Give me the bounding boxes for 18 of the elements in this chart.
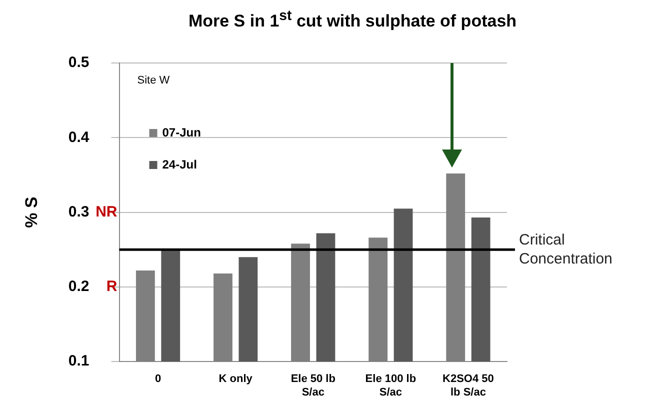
legend-label: 24-Jul bbox=[162, 157, 197, 172]
y-tick-label: 0.2 bbox=[68, 278, 90, 296]
x-tick-label: Ele 100 lb S/ac bbox=[365, 373, 416, 398]
y-tick-label: 0.1 bbox=[68, 352, 90, 370]
chart-title: More S in 1$^{st}$ cut with sulphate of potash bbox=[187, 8, 518, 32]
y-axis-title: % S bbox=[22, 196, 41, 228]
legend-label: 07-Jun bbox=[162, 125, 201, 140]
annotation: Site W bbox=[137, 74, 170, 87]
x-tick-label: Ele 50 lb S/ac bbox=[290, 373, 336, 398]
y-tick-label: 0.5 bbox=[68, 54, 90, 72]
y-tick-label: 0.4 bbox=[68, 128, 90, 146]
y-tick-label: 0.3 bbox=[68, 203, 90, 220]
text: NR bbox=[96, 203, 118, 220]
text: R bbox=[106, 278, 118, 296]
x-tick-label: 0 bbox=[154, 373, 162, 386]
ref-line-label: Critical Concentration bbox=[519, 231, 612, 268]
x-tick-label: K2SO4 50 lb S/ac bbox=[442, 373, 494, 398]
x-tick-label: K only bbox=[218, 373, 254, 386]
